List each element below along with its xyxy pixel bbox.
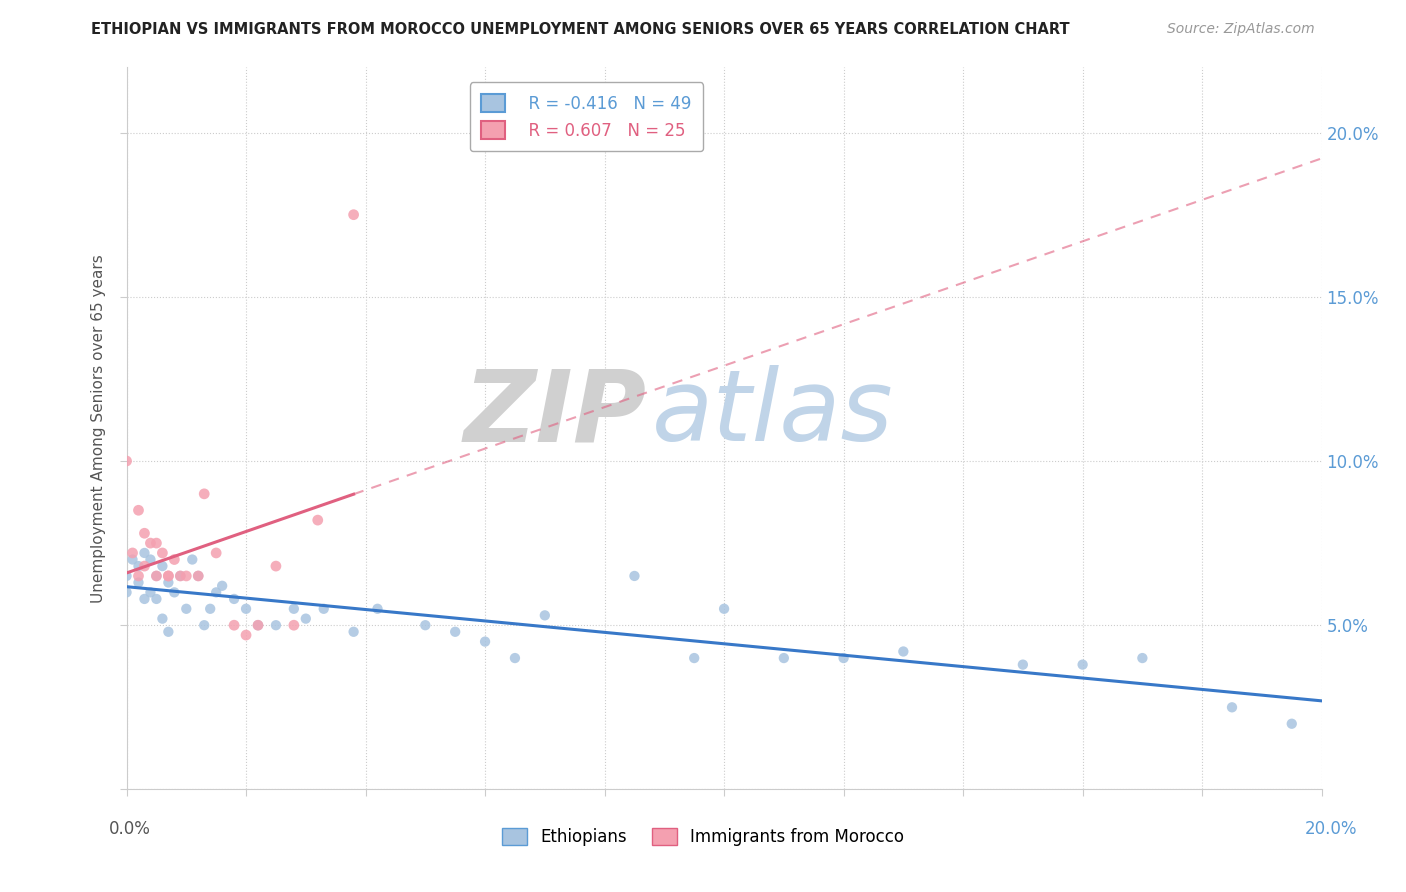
Point [534, 608, 557, 623]
Point [145, 569, 167, 583]
Point [474, 634, 496, 648]
Point [127, 559, 149, 574]
Point [127, 575, 149, 590]
Point [152, 612, 174, 626]
Text: atlas: atlas [652, 365, 894, 462]
Point [134, 559, 156, 574]
Point [343, 208, 366, 222]
Point [145, 591, 167, 606]
Text: ZIP: ZIP [464, 365, 647, 462]
Point [139, 552, 162, 566]
Point [174, 601, 197, 615]
Point [264, 618, 287, 632]
Point [1011, 657, 1033, 672]
Point [264, 559, 287, 574]
Point [163, 585, 186, 599]
Point [247, 618, 270, 632]
Point [193, 618, 215, 632]
Point [294, 612, 316, 626]
Point [187, 569, 209, 583]
Point [283, 601, 305, 615]
Point [134, 591, 156, 606]
Point [415, 618, 437, 632]
Point [139, 585, 162, 599]
Point [222, 618, 246, 632]
Point [343, 624, 366, 639]
Point [623, 569, 645, 583]
Point [152, 559, 174, 574]
Point [503, 651, 526, 665]
Point [1220, 700, 1243, 714]
Point [152, 546, 174, 560]
Point [1130, 651, 1153, 665]
Point [157, 624, 180, 639]
Text: 20.0%: 20.0% [1305, 820, 1358, 838]
Point [181, 552, 204, 566]
Point [832, 651, 855, 665]
Point [145, 536, 167, 550]
Point [205, 546, 228, 560]
Point [307, 513, 329, 527]
Point [157, 569, 180, 583]
Point [200, 601, 222, 615]
Point [683, 651, 706, 665]
Point [205, 585, 228, 599]
Point [222, 591, 246, 606]
Point [157, 575, 180, 590]
Point [187, 569, 209, 583]
Point [283, 618, 305, 632]
Point [193, 487, 215, 501]
Point [235, 628, 257, 642]
Point [169, 569, 191, 583]
Legend:   R = -0.416   N = 49,   R = 0.607   N = 25: R = -0.416 N = 49, R = 0.607 N = 25 [470, 82, 703, 152]
Text: ETHIOPIAN VS IMMIGRANTS FROM MOROCCO UNEMPLOYMENT AMONG SENIORS OVER 65 YEARS CO: ETHIOPIAN VS IMMIGRANTS FROM MOROCCO UNE… [91, 22, 1070, 37]
Point [444, 624, 467, 639]
Point [235, 601, 257, 615]
Point [121, 546, 143, 560]
Point [115, 569, 138, 583]
Point [163, 552, 186, 566]
Point [127, 503, 149, 517]
Point [134, 526, 156, 541]
Point [893, 644, 915, 658]
Point [134, 546, 156, 560]
Point [115, 585, 138, 599]
Text: Source: ZipAtlas.com: Source: ZipAtlas.com [1167, 22, 1315, 37]
Point [157, 569, 180, 583]
Point [127, 569, 149, 583]
Point [1071, 657, 1094, 672]
Point [169, 569, 191, 583]
Point [1281, 716, 1303, 731]
Point [366, 601, 388, 615]
Point [174, 569, 197, 583]
Point [713, 601, 735, 615]
Point [247, 618, 270, 632]
Point [145, 569, 167, 583]
Point [121, 552, 143, 566]
Point [312, 601, 335, 615]
Text: 0.0%: 0.0% [108, 820, 150, 838]
Point [211, 579, 233, 593]
Point [773, 651, 796, 665]
Point [139, 536, 162, 550]
Legend: Ethiopians, Immigrants from Morocco: Ethiopians, Immigrants from Morocco [495, 821, 911, 853]
Point [115, 454, 138, 468]
Y-axis label: Unemployment Among Seniors over 65 years: Unemployment Among Seniors over 65 years [91, 254, 107, 602]
